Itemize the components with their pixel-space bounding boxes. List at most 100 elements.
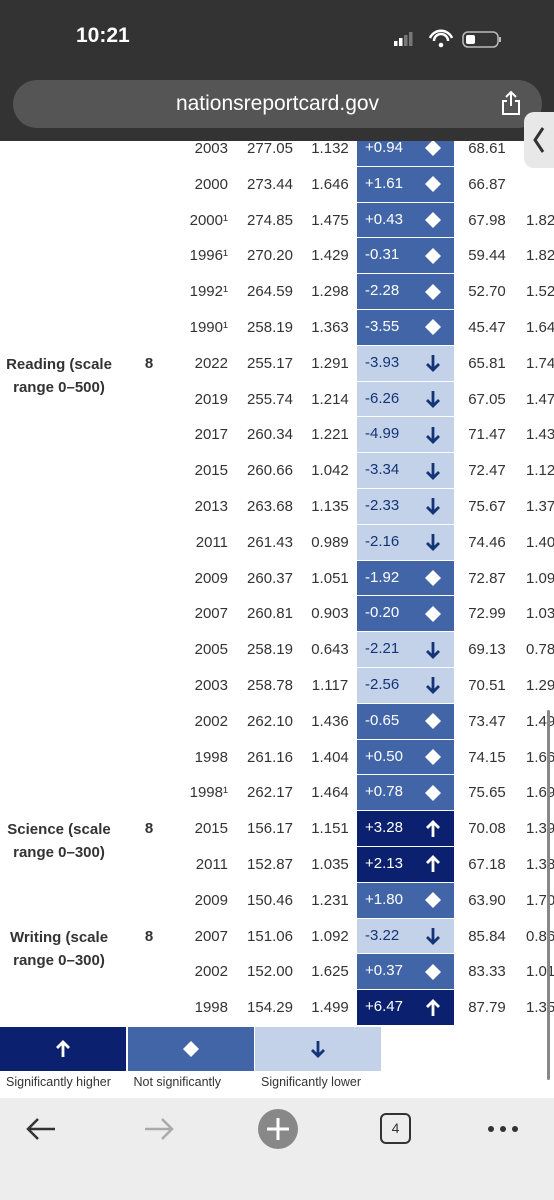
difference: -3.34 xyxy=(365,461,400,479)
year: 1998 xyxy=(194,999,228,1017)
standard-error: 1.625 xyxy=(311,963,349,981)
year: 2019 xyxy=(194,390,228,408)
value: 59.44 xyxy=(468,247,506,265)
year: 2011 xyxy=(195,533,228,551)
new-tab-button[interactable] xyxy=(257,1108,299,1150)
value: 74.15 xyxy=(468,748,506,766)
tab-count[interactable]: 4 xyxy=(380,1113,411,1144)
score: 273.44 xyxy=(247,175,293,193)
value: 1.47 xyxy=(526,390,554,408)
significance-icon xyxy=(425,892,441,909)
difference-cell: +0.43 xyxy=(357,202,454,238)
significance-icon xyxy=(425,963,441,980)
standard-error: 1.646 xyxy=(311,175,349,193)
value: 72.87 xyxy=(468,569,506,587)
standard-error: 1.298 xyxy=(311,283,349,301)
difference-cell: +1.61 xyxy=(357,166,454,202)
value: 1.74 xyxy=(526,354,554,372)
difference-cell: -2.56 xyxy=(357,668,454,703)
year: 2009 xyxy=(194,569,228,587)
grade: 8 xyxy=(144,927,154,945)
standard-error: 1.051 xyxy=(311,569,349,587)
difference: +2.13 xyxy=(365,855,403,872)
difference: +3.28 xyxy=(365,819,403,837)
standard-error: 1.429 xyxy=(311,247,349,265)
value: 1.29 xyxy=(526,677,554,694)
year: 1998 xyxy=(194,748,228,766)
year: 2009 xyxy=(194,891,228,909)
difference: +0.43 xyxy=(365,210,403,228)
difference: -0.31 xyxy=(365,246,400,264)
value: 72.47 xyxy=(468,462,506,480)
difference-cell: -3.93 xyxy=(357,345,454,381)
address-bar[interactable]: nationsreportcard.gov xyxy=(13,80,542,128)
standard-error: 0.903 xyxy=(311,605,349,623)
difference: -2.28 xyxy=(365,282,400,300)
significance-icon xyxy=(425,140,441,157)
value: 75.65 xyxy=(468,784,506,802)
standard-error: 1.151 xyxy=(311,820,349,838)
value: 1.43 xyxy=(526,426,554,444)
difference-cell: -2.28 xyxy=(357,274,454,309)
standard-error: 1.092 xyxy=(311,927,349,945)
standard-error: 1.436 xyxy=(311,712,349,730)
difference: -3.93 xyxy=(365,353,400,371)
difference-cell: -6.26 xyxy=(357,381,454,417)
score: 260.37 xyxy=(247,569,293,587)
score: 260.81 xyxy=(247,605,293,623)
browser-header: 10:21 nationsreportcard.gov xyxy=(0,0,554,141)
share-icon[interactable] xyxy=(500,90,522,116)
side-tab[interactable] xyxy=(524,112,554,168)
group-label: Writing (scale range 0–300) xyxy=(9,928,109,969)
significance-icon xyxy=(425,569,441,586)
difference: -2.21 xyxy=(365,640,400,658)
standard-error: 1.363 xyxy=(311,319,349,336)
year: 2000 xyxy=(194,175,228,193)
difference: +0.78 xyxy=(365,783,403,801)
significance-icon xyxy=(426,426,440,444)
standard-error: 1.214 xyxy=(311,390,349,408)
significance-icon xyxy=(426,998,440,1016)
significance-icon xyxy=(56,1040,70,1057)
standard-error: 1.404 xyxy=(311,748,349,766)
value: 69.13 xyxy=(468,641,506,659)
difference: -6.26 xyxy=(365,389,400,407)
difference-cell: -0.20 xyxy=(357,596,454,632)
difference-cell: -3.34 xyxy=(357,453,454,488)
year: 2013 xyxy=(194,498,228,515)
difference-cell: +1.80 xyxy=(357,882,454,918)
year: 2017 xyxy=(194,426,228,444)
back-button[interactable] xyxy=(24,1116,58,1142)
value: 67.05 xyxy=(468,390,506,408)
grade: 8 xyxy=(144,820,154,838)
score: 258.78 xyxy=(247,677,293,694)
value: 1.09 xyxy=(526,569,554,587)
value: 70.08 xyxy=(468,820,506,838)
score: 152.00 xyxy=(247,963,293,981)
difference-cell: -3.55 xyxy=(357,310,454,345)
status-icons xyxy=(394,29,501,48)
difference: +1.61 xyxy=(365,174,403,192)
significance-icon xyxy=(425,319,441,336)
value: 74.46 xyxy=(468,533,506,551)
difference-cell: -4.99 xyxy=(357,417,454,453)
difference: +0.37 xyxy=(365,962,403,980)
forward-button[interactable] xyxy=(142,1116,176,1142)
significance-icon xyxy=(426,641,440,659)
year: 2002 xyxy=(194,963,228,981)
value: 1.03 xyxy=(526,605,554,623)
standard-error: 0.989 xyxy=(311,533,349,551)
difference: -2.16 xyxy=(365,532,400,550)
more-button[interactable] xyxy=(486,1124,520,1134)
difference: -1.92 xyxy=(365,568,400,586)
year: 2003 xyxy=(194,140,228,157)
standard-error: 1.499 xyxy=(311,999,349,1017)
clock: 10:21 xyxy=(76,24,130,47)
year: 1992¹ xyxy=(189,283,228,301)
year: 2007 xyxy=(194,605,228,623)
score: 262.17 xyxy=(247,784,293,802)
significance-icon xyxy=(425,176,441,193)
url: nationsreportcard.gov xyxy=(175,92,380,115)
